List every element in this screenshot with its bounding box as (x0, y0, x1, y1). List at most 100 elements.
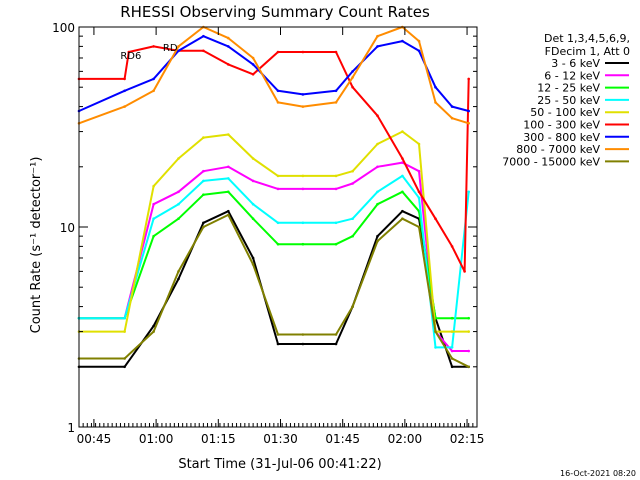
series-point (301, 105, 305, 108)
series-point (376, 234, 379, 238)
series-point (450, 116, 454, 120)
series-point (334, 89, 338, 93)
legend-label: 7000 - 15000 keV (502, 155, 600, 168)
series-point (251, 56, 255, 60)
series-point (301, 93, 305, 96)
series-point (251, 63, 255, 66)
series-point (276, 187, 280, 191)
series-point (450, 105, 454, 108)
series-point (202, 136, 205, 139)
series-point (276, 50, 280, 54)
series-point (251, 217, 255, 220)
series-point (123, 105, 126, 108)
x-tick-label: 01:00 (139, 432, 174, 446)
series-point (123, 89, 126, 93)
series-point (276, 333, 280, 336)
series-point (467, 109, 471, 113)
series-point (227, 45, 230, 48)
series-point (227, 133, 230, 136)
legend-label: 300 - 800 keV (523, 131, 600, 144)
legend-label: 6 - 12 keV (544, 69, 600, 82)
series-point (251, 157, 255, 160)
series-point (417, 190, 421, 194)
series-point (417, 169, 421, 173)
series-point (276, 342, 280, 346)
series-point (251, 263, 255, 266)
series-point (276, 221, 280, 225)
series-point (227, 190, 230, 194)
series-point (434, 217, 437, 220)
footer-date: 16-Oct-2021 08:20 (560, 469, 636, 478)
series-point (123, 365, 126, 369)
series-point (351, 85, 354, 89)
x-tick-label: 01:15 (201, 432, 236, 446)
series-point (351, 305, 354, 308)
series-point (376, 239, 379, 243)
y-tick-label: 10 (60, 221, 75, 235)
series-point (123, 330, 126, 333)
series-point (152, 45, 155, 48)
series-point (450, 349, 454, 353)
series-point (450, 357, 454, 360)
series-point (251, 202, 255, 206)
series-point (202, 179, 205, 183)
series-point (177, 157, 180, 160)
series-point (152, 217, 155, 220)
series-point (467, 122, 471, 125)
series-point (376, 202, 379, 206)
series-point (227, 165, 230, 169)
series-point (401, 157, 404, 160)
series-point (334, 187, 338, 191)
y-axis-label: Count Rate (s⁻¹ detector⁻¹) (29, 157, 44, 334)
series-point (467, 330, 471, 333)
annotation-label: RD6 (120, 51, 141, 62)
series-point (177, 277, 180, 281)
series-point (450, 316, 454, 320)
series-point (334, 50, 338, 54)
series-point (276, 89, 280, 93)
series-point (202, 225, 205, 229)
x-tick-label: 02:15 (450, 432, 485, 446)
x-tick-label: 01:30 (263, 432, 298, 446)
plot-area: RD6 RD 1 10 100 00:45 01:00 01:15 01:30 01:45 02:0… (52, 21, 484, 446)
series-point (227, 213, 230, 217)
y-tick-label: 1 (67, 421, 75, 435)
series-point (434, 346, 437, 349)
x-tick-label: 01:45 (325, 432, 360, 446)
series-point (376, 34, 379, 38)
x-tick-label: 02:00 (388, 432, 423, 446)
series-point (351, 70, 354, 73)
series-point (376, 190, 379, 194)
series-point (301, 174, 305, 178)
series-point (467, 190, 471, 194)
series-point (401, 217, 404, 220)
series-point (251, 256, 255, 260)
series-point (434, 330, 437, 333)
series-point (351, 217, 354, 220)
series-point (152, 330, 155, 333)
series-point (301, 221, 305, 225)
legend-label: 3 - 6 keV (551, 57, 600, 70)
series-point (401, 130, 404, 133)
series-point (123, 77, 126, 81)
series-point (450, 330, 454, 333)
series-point (334, 342, 338, 346)
series-point (177, 45, 180, 48)
series-point (417, 49, 421, 53)
series-point (301, 242, 305, 246)
series-point (251, 73, 255, 76)
series-point (450, 365, 454, 369)
series-point (227, 209, 230, 213)
series-point (401, 174, 404, 178)
chart-title: RHESSI Observing Summary Count Rates (120, 3, 430, 21)
series-point (177, 190, 180, 194)
series-point (467, 349, 471, 353)
series-point (334, 174, 338, 178)
series-point (227, 177, 230, 180)
series-point (123, 316, 126, 320)
series-point (434, 85, 437, 89)
series-point (376, 114, 379, 117)
series-point (152, 184, 155, 188)
series-point (463, 270, 466, 273)
